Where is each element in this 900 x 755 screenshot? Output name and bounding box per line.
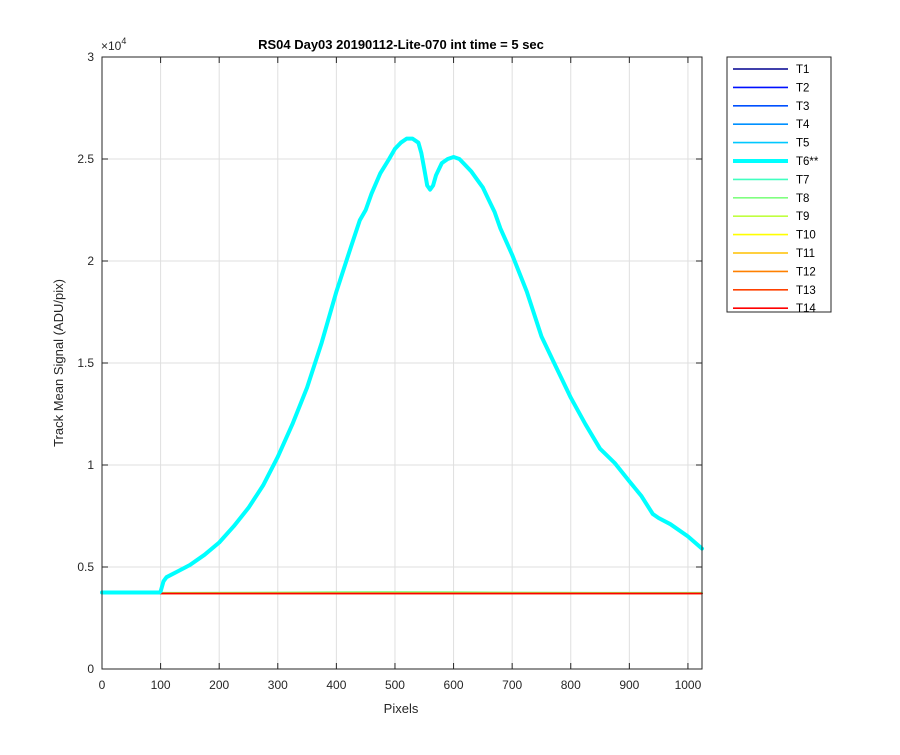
legend-item[interactable]: T2 [733,82,809,94]
legend-label: T12 [796,266,816,278]
legend-label: T4 [796,119,810,131]
legend-item[interactable]: T8 [733,193,809,205]
y-exponent-base: ×10 [101,39,122,53]
legend-item[interactable]: T1 [733,64,809,76]
y-exponent-power: 4 [121,36,126,46]
legend-item[interactable]: T3 [733,101,809,113]
legend-label: T14 [796,303,816,315]
legend-item[interactable]: T13 [733,285,816,297]
x-tick-label: 500 [385,678,405,692]
y-tick-label: 1 [87,458,94,472]
legend-items: T1 T2 T3 T4 T5 T6** T7 T8 T9 T10 T11 T12 T13 T14 [733,64,819,315]
series-line-t6 [100,136,704,595]
y-exponent-label: ×104 [101,36,126,53]
legend-label: T7 [796,174,809,186]
legend-label: T3 [796,101,809,113]
x-tick-label: 300 [268,678,288,692]
y-tick-label: 0.5 [77,560,94,574]
x-tick-label: 600 [444,678,464,692]
legend-label: T9 [796,211,809,223]
y-tick-label: 3 [87,50,94,64]
legend-item[interactable]: T4 [733,119,810,131]
legend-label: T6** [796,156,819,168]
legend-label: T2 [796,82,809,94]
x-tick-label: 700 [502,678,522,692]
y-tick-label: 0 [87,662,94,676]
chart-title: RS04 Day03 20190112-Lite-070 int time = … [258,37,544,52]
x-tick-label: 200 [209,678,229,692]
x-tick-label: 1000 [675,678,702,692]
legend-item[interactable]: T6** [733,156,819,168]
x-tick-label: 900 [619,678,639,692]
legend-label: T13 [796,285,816,297]
x-tick-label: 0 [99,678,106,692]
x-tick-label: 800 [561,678,581,692]
y-tick-label: 1.5 [77,356,94,370]
legend-label: T10 [796,230,816,242]
legend-label: T8 [796,193,809,205]
legend-item[interactable]: T14 [733,303,816,315]
legend[interactable]: T1 T2 T3 T4 T5 T6** T7 T8 T9 T10 T11 T12 T13 T14 [726,56,832,315]
legend-label: T11 [796,248,815,260]
x-axis-label: Pixels [384,701,419,716]
y-tick-label: 2 [87,254,94,268]
legend-item[interactable]: T11 [733,248,815,260]
x-axis-ticks: 0 100 200 300 400 500 600 700 800 900 1000 [99,57,702,692]
legend-label: T1 [796,64,809,76]
legend-item[interactable]: T9 [733,211,809,223]
series-layer [100,136,704,595]
grid-layer [101,56,702,670]
y-axis-label: Track Mean Signal (ADU/pix) [51,279,66,447]
y-tick-label: 2.5 [77,152,94,166]
legend-item[interactable]: T5 [733,138,809,150]
legend-item[interactable]: T12 [733,266,816,278]
x-tick-label: 400 [326,678,346,692]
x-tick-label: 100 [151,678,171,692]
legend-item[interactable]: T7 [733,174,809,186]
legend-item[interactable]: T10 [733,230,816,242]
y-axis-ticks: 0 0.5 1 1.5 2 2.5 3 [77,50,702,676]
legend-label: T5 [796,138,809,150]
legend-box [726,56,832,313]
